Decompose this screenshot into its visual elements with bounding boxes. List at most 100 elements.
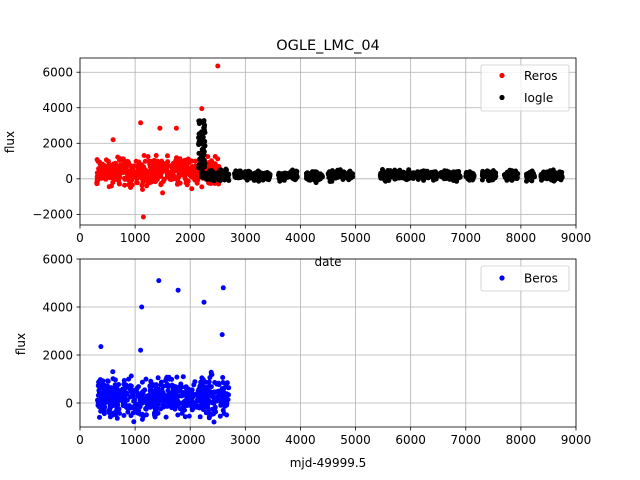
data-point-iogle [526, 171, 531, 177]
x-tick-label: 5000 [340, 433, 371, 447]
data-point-beros [175, 394, 181, 399]
top-y-ticks: −2000 0 2000 4000 6000 [32, 66, 80, 222]
y-tick-label: 2000 [42, 137, 73, 151]
data-point-reros [199, 184, 205, 190]
data-point-reros [135, 174, 141, 180]
data-point-beros [175, 412, 181, 418]
legend-label-reros: Reros [524, 69, 557, 83]
data-point-beros [159, 394, 165, 400]
data-point-beros [152, 405, 158, 411]
data-point-iogle [280, 171, 286, 177]
data-point-beros [139, 304, 145, 310]
data-point-beros [190, 403, 196, 409]
data-point-beros [100, 378, 106, 384]
data-point-beros [185, 395, 191, 401]
data-point-iogle [202, 143, 208, 149]
data-point-beros [131, 403, 137, 409]
data-point-beros [160, 402, 166, 408]
data-point-beros [99, 394, 105, 400]
data-point-iogle [334, 172, 340, 178]
data-point-beros [139, 398, 145, 404]
data-point-reros [158, 182, 164, 188]
data-point-beros [216, 394, 221, 400]
data-point-reros [113, 172, 119, 178]
data-point-reros [106, 184, 112, 190]
data-point-beros [110, 389, 116, 395]
data-point-beros [113, 412, 119, 417]
data-point-reros [155, 166, 161, 172]
data-point-reros [148, 158, 154, 164]
data-point-iogle [209, 168, 215, 174]
data-point-beros [208, 371, 214, 377]
data-point-beros [136, 384, 141, 390]
data-point-iogle [251, 171, 257, 177]
data-point-beros [220, 375, 226, 380]
top-data-points [94, 63, 565, 220]
data-point-beros [169, 398, 175, 404]
data-point-reros [140, 187, 145, 192]
data-point-iogle [329, 178, 335, 184]
data-point-beros [115, 398, 121, 404]
data-point-beros [139, 379, 145, 385]
data-point-iogle [223, 166, 229, 172]
data-point-beros [146, 396, 152, 402]
data-point-reros [107, 164, 113, 169]
data-point-beros [105, 387, 110, 393]
data-point-iogle [234, 171, 240, 177]
data-point-beros [156, 278, 162, 284]
top-x-axis-label: date [314, 255, 341, 269]
data-point-beros [127, 383, 133, 389]
data-point-beros [102, 400, 108, 406]
data-point-iogle [319, 173, 325, 179]
data-point-reros [145, 154, 151, 160]
data-point-iogle [200, 165, 205, 171]
data-point-beros [220, 397, 226, 403]
data-point-iogle [386, 178, 392, 183]
data-point-reros [103, 157, 109, 163]
data-point-reros [126, 176, 132, 182]
data-point-iogle [287, 171, 292, 177]
data-point-beros [97, 414, 102, 420]
data-point-iogle [200, 169, 206, 175]
x-tick-label: 8000 [506, 231, 537, 245]
data-point-iogle [331, 172, 336, 178]
data-point-iogle [414, 174, 420, 180]
data-point-beros [101, 411, 107, 417]
y-tick-label: 4000 [42, 101, 73, 115]
data-point-beros [135, 410, 141, 416]
data-point-reros [181, 159, 187, 165]
data-point-beros [96, 404, 102, 410]
bottom-plot-frame [79, 258, 577, 428]
data-point-iogle [557, 172, 562, 178]
y-tick-label: 4000 [42, 300, 73, 314]
data-point-beros [128, 394, 133, 400]
data-point-reros [134, 179, 140, 185]
data-point-beros [182, 407, 187, 413]
x-tick-label: 2000 [175, 433, 206, 447]
data-point-reros [110, 137, 116, 143]
data-point-beros [169, 376, 175, 382]
data-point-beros [142, 387, 148, 393]
data-point-beros [178, 381, 184, 387]
data-point-reros [122, 176, 128, 182]
data-point-reros [206, 160, 212, 166]
data-point-reros [142, 158, 148, 164]
data-point-reros [160, 190, 166, 196]
data-point-iogle [304, 175, 310, 180]
top-y-axis-label: flux [3, 131, 17, 153]
data-point-reros [174, 155, 179, 161]
data-point-iogle [314, 169, 319, 175]
data-point-beros [124, 391, 130, 397]
x-tick-label: 3000 [230, 433, 261, 447]
data-point-beros [138, 347, 144, 353]
data-point-beros [211, 400, 217, 406]
data-point-iogle [292, 175, 298, 180]
y-tick-label: 6000 [42, 252, 73, 266]
data-point-beros [108, 385, 114, 391]
data-point-reros [110, 180, 116, 185]
data-point-reros [168, 177, 174, 183]
x-tick-label: 4000 [285, 231, 316, 245]
data-point-beros [121, 397, 126, 403]
x-tick-label: 3000 [230, 231, 261, 245]
data-point-iogle [218, 170, 224, 176]
